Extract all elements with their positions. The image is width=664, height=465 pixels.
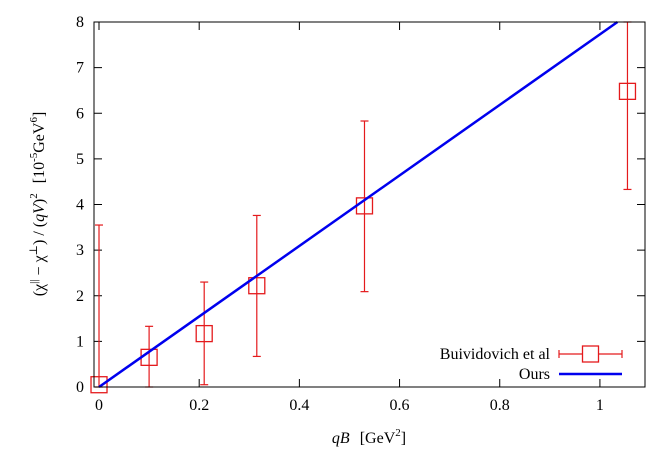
y-tick-label: 8 (76, 14, 84, 31)
x-tick-label: 0.2 (189, 397, 209, 414)
y-axis-title: (χ|| − χ⊥) / (qV)2 [10-5GeV6] (28, 112, 48, 297)
y-tick-label: 5 (76, 151, 84, 168)
y-ticks: 0 1 2 3 4 5 6 7 8 (76, 14, 645, 396)
legend-marker (581, 345, 600, 363)
y-tick-label: 0 (76, 379, 84, 396)
y-axis-var: qV (31, 202, 48, 222)
data-point (90, 376, 108, 394)
y-axis-unit-exp2: 6 (28, 117, 40, 123)
series-ours (98, 20, 619, 389)
data-point (195, 324, 213, 343)
x-tick-label: 0.8 (490, 397, 510, 414)
y-tick-label: 4 (76, 197, 84, 214)
x-axis-unit-open: [GeV (360, 430, 396, 447)
y-axis-mid2: ) / ( (31, 222, 48, 245)
y-axis-sup-perp: ⊥ (28, 245, 40, 255)
y-tick-label: 1 (76, 333, 84, 350)
legend-sample-buividovich (558, 345, 623, 363)
fit-line (98, 20, 619, 389)
x-axis-var: qB (332, 430, 350, 447)
x-ticks: 0 0.2 0.4 0.6 0.8 1 (95, 22, 604, 414)
data-point (618, 82, 637, 100)
series-buividovich (90, 21, 637, 394)
y-axis-open: (χ (31, 283, 48, 296)
plot-frame (93, 21, 646, 388)
y-axis-unit-exp1: -5 (28, 152, 40, 162)
y-axis-unit-mid: GeV (31, 122, 48, 153)
y-tick-label: 7 (76, 60, 84, 77)
y-axis-sup-2: 2 (28, 193, 40, 199)
y-axis-close: ) (31, 199, 48, 204)
y-axis-unit-open: [10 (31, 162, 48, 183)
y-axis-mid: − χ (31, 254, 48, 279)
y-tick-label: 3 (76, 242, 84, 259)
legend-label-buividovich: Buividovich et al (440, 346, 551, 363)
data-point (248, 277, 266, 295)
legend: Buividovich et al Ours (440, 345, 623, 383)
x-tick-label: 1 (596, 397, 604, 414)
y-tick-label: 2 (76, 288, 84, 305)
legend-label-ours: Ours (519, 366, 550, 383)
y-axis-unit-close: ] (31, 112, 48, 117)
x-tick-label: 0 (95, 397, 103, 414)
y-tick-label: 6 (76, 105, 84, 122)
x-axis-title: qB [GeV2] (332, 427, 406, 447)
x-axis-unit-exp: 2 (395, 427, 401, 439)
x-tick-label: 0.6 (390, 397, 410, 414)
x-tick-label: 0.4 (289, 397, 309, 414)
y-axis-sup-parallel: || (28, 279, 40, 283)
x-axis-unit-close: ] (401, 430, 406, 447)
